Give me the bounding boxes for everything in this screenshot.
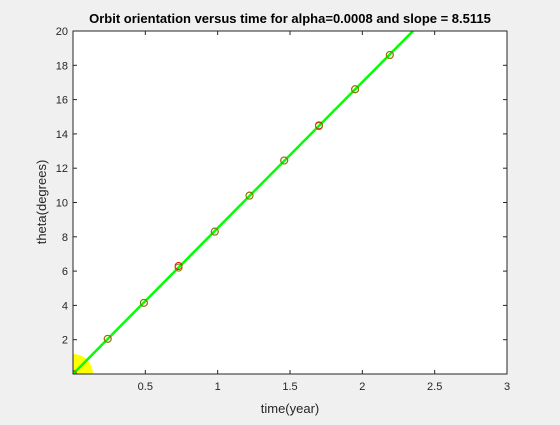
plot-area: [73, 31, 507, 374]
data-point-series-3: [314, 122, 323, 131]
x-tick-label: 2.5: [427, 381, 442, 393]
y-tick-label: 14: [56, 129, 68, 141]
y-tick-label: 16: [56, 95, 68, 107]
plot-content: [73, 31, 414, 374]
x-tick-label: 3: [504, 381, 510, 393]
x-axis-title: time(year): [261, 401, 320, 416]
x-tick-label: 1.5: [282, 381, 297, 393]
y-axis-title: theta(degrees): [34, 160, 49, 245]
data-point-series-3: [245, 191, 254, 200]
data-point-series-3: [103, 334, 112, 343]
chart-title: Orbit orientation versus time for alpha=…: [89, 11, 491, 26]
y-tick-label: 6: [62, 266, 68, 278]
y-tick-label: 2: [62, 335, 68, 347]
y-tick-label: 4: [62, 300, 68, 312]
data-point-series-3: [351, 85, 360, 94]
x-tick-label: 2: [359, 381, 365, 393]
y-tick-label: 18: [56, 60, 68, 72]
data-point-series-3: [174, 263, 183, 272]
data-point-series-3: [385, 51, 394, 60]
data-point-series-3: [139, 298, 148, 307]
x-tick-label: 1: [215, 381, 221, 393]
x-tick-label: 0.5: [138, 381, 153, 393]
tick-label-group: 0.5 1 1.5 2 2.5 3 2 4 6 8 10 12 14 16 18 20: [56, 26, 510, 393]
plot-frame: [72, 30, 508, 375]
fit-line: [73, 31, 414, 374]
y-tick-label: 10: [56, 198, 68, 210]
y-tick-label: 12: [56, 163, 68, 175]
y-tick-label: 8: [62, 232, 68, 244]
y-tick-label: 20: [56, 26, 68, 38]
data-point-series-3: [280, 156, 289, 165]
data-point-series-3: [210, 227, 219, 236]
